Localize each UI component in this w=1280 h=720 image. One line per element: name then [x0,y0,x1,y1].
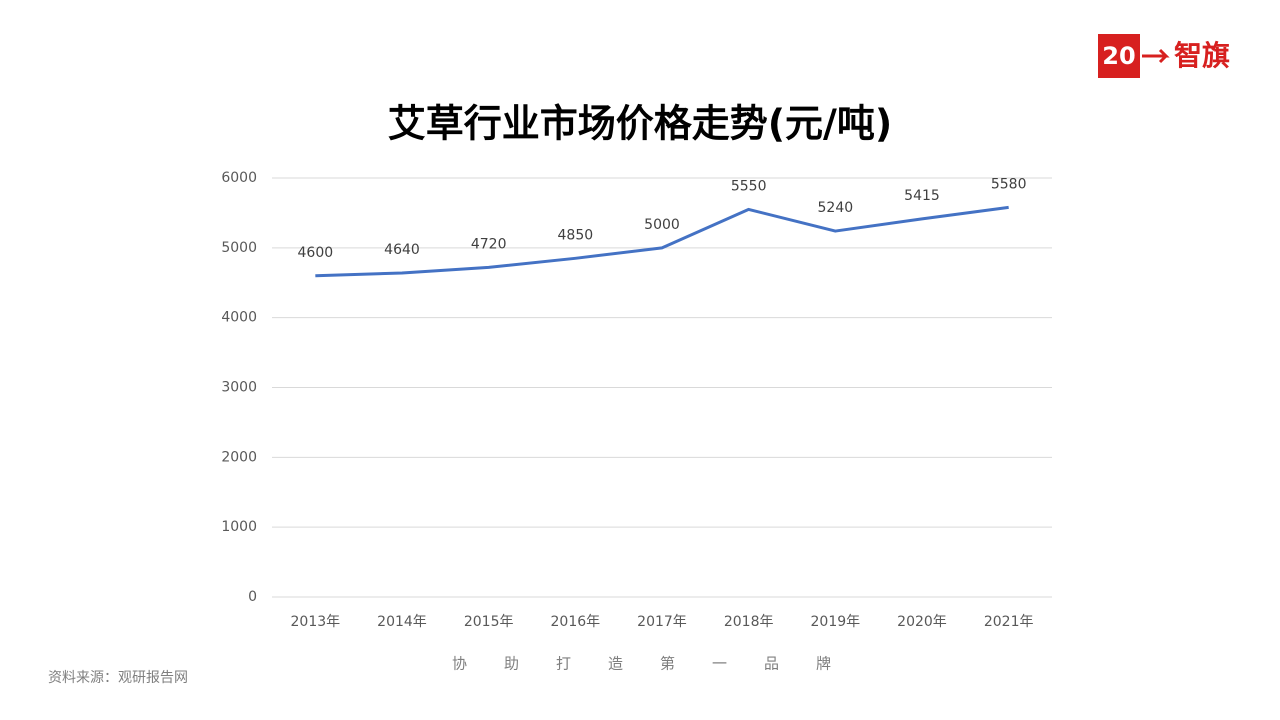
y-tick-label: 3000 [221,380,257,396]
x-tick-label: 2021年 [984,614,1034,630]
data-label: 4720 [471,236,507,252]
data-label: 5580 [991,176,1027,192]
y-tick-label: 1000 [221,519,257,535]
y-tick-label: 4000 [221,310,257,326]
source-note: 资料来源：观研报告网 [48,670,188,686]
data-label: 4640 [384,242,420,258]
y-tick-label: 6000 [221,170,257,186]
logo-number: 20 [1102,42,1135,70]
logo: 20 智旗 [1098,34,1230,78]
y-tick-label: 0 [248,589,257,605]
x-tick-label: 2016年 [551,614,601,630]
y-tick-label: 2000 [221,449,257,465]
chart-title: 艾草行业市场价格走势(元/吨) [388,102,893,146]
x-tick-label: 2013年 [291,614,341,630]
x-tick-label: 2019年 [811,614,861,630]
line-series [315,205,1009,278]
data-label: 5550 [731,178,767,194]
x-tick-label: 2017年 [637,614,687,630]
data-label: 5415 [904,188,940,204]
data-label: 4850 [558,227,594,243]
slogan: 协助打造第一品牌 [452,655,868,673]
data-label: 4600 [298,245,334,261]
x-tick-label: 2014年 [377,614,427,630]
logo-name: 智旗 [1174,39,1230,72]
data-label: 5000 [644,217,680,233]
logo-arrow [1142,48,1170,64]
x-tick-label: 2020年 [897,614,947,630]
data-label: 5240 [818,200,854,216]
logo-badge [1098,34,1140,78]
y-tick-label: 5000 [221,240,257,256]
x-tick-label: 2018年 [724,614,774,630]
x-tick-label: 2015年 [464,614,514,630]
